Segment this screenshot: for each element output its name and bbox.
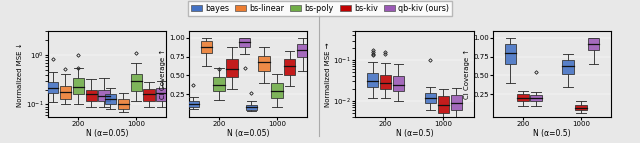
- Bar: [143, 89, 155, 101]
- Bar: [504, 44, 516, 64]
- Bar: [73, 78, 84, 94]
- Bar: [380, 75, 391, 89]
- Bar: [588, 38, 600, 50]
- Bar: [131, 74, 141, 91]
- Legend: bayes, bs-linear, bs-poly, bs-kiv, qb-kiv (ours): bayes, bs-linear, bs-poly, bs-kiv, qb-ki…: [188, 1, 452, 16]
- Bar: [575, 105, 586, 110]
- Bar: [227, 59, 237, 77]
- Bar: [259, 56, 269, 71]
- Bar: [86, 90, 97, 101]
- Bar: [518, 95, 529, 101]
- Bar: [99, 90, 109, 101]
- Bar: [393, 76, 404, 91]
- Bar: [47, 82, 58, 93]
- X-axis label: N (α=0.5): N (α=0.5): [533, 129, 571, 138]
- X-axis label: N (α=0.05): N (α=0.05): [227, 129, 269, 138]
- Bar: [284, 59, 296, 76]
- X-axis label: N (α=0.5): N (α=0.5): [396, 129, 433, 138]
- Bar: [531, 95, 541, 101]
- Bar: [425, 93, 436, 103]
- Bar: [156, 88, 168, 101]
- Bar: [60, 86, 71, 99]
- Y-axis label: CI Coverage ↑: CI Coverage ↑: [464, 49, 470, 100]
- Bar: [451, 95, 462, 110]
- Bar: [214, 77, 225, 91]
- Y-axis label: Normalized MSE →: Normalized MSE →: [324, 42, 330, 107]
- X-axis label: N (α=0.05): N (α=0.05): [86, 129, 129, 138]
- Y-axis label: Normalized MSE ↓: Normalized MSE ↓: [17, 42, 23, 107]
- Bar: [297, 44, 308, 57]
- Bar: [118, 99, 129, 109]
- Bar: [246, 105, 257, 110]
- Bar: [271, 83, 282, 98]
- Bar: [188, 101, 199, 107]
- Bar: [367, 73, 378, 87]
- Bar: [200, 41, 212, 53]
- Bar: [438, 96, 449, 113]
- Bar: [563, 60, 573, 74]
- Bar: [105, 94, 116, 104]
- Y-axis label: CI Coverage ↑: CI Coverage ↑: [160, 49, 166, 100]
- Bar: [239, 38, 250, 47]
